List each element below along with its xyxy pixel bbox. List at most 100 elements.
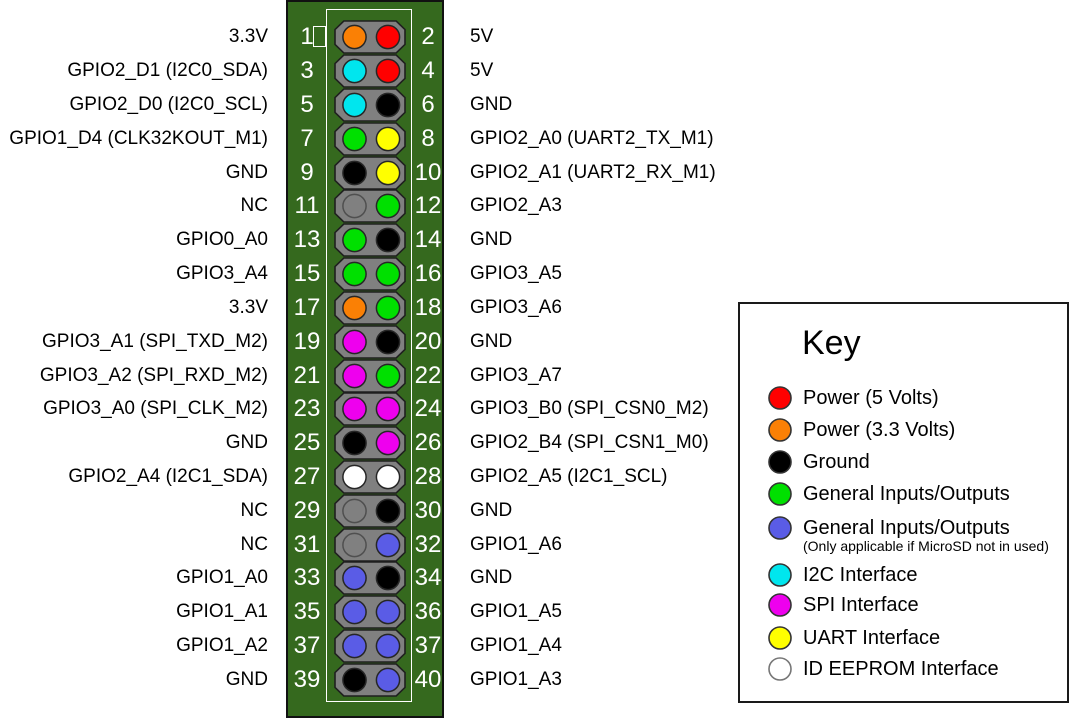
pin-label-right: GPIO3_A6 xyxy=(470,296,562,318)
pin-row: NC 31 32 GPIO1_A6 xyxy=(0,527,1073,562)
pin-hole-right xyxy=(375,430,401,456)
pin-hole-right xyxy=(375,261,401,287)
pin-pair xyxy=(334,426,406,460)
pin-hole-right xyxy=(375,464,401,490)
pin-hole-left xyxy=(342,667,367,693)
pin-label-left: 3.3V xyxy=(228,26,268,48)
pin-label-left: GPIO3_A0 (SPI_CLK_M2) xyxy=(43,398,268,420)
pin-hole-right xyxy=(375,498,401,524)
pin-hole-left xyxy=(342,599,367,625)
pin-pair xyxy=(334,189,406,224)
key-color-dot xyxy=(768,516,792,540)
pin-hole-right xyxy=(375,633,401,659)
pin-number-left: 1 xyxy=(300,23,314,51)
pin-label-right: GPIO2_A1 (UART2_RX_M1) xyxy=(470,161,716,183)
pin-number-right: 18 xyxy=(414,293,442,321)
pin-label-left: GND xyxy=(225,432,268,454)
pin-pair xyxy=(334,20,406,54)
pin-label-left: GPIO1_A2 xyxy=(176,635,268,657)
pin-hole-left xyxy=(342,160,367,185)
pin-row: GPIO2_D0 (I2C0_SCL) 5 6 GND xyxy=(0,88,1073,122)
key-item-label: I2C Interface xyxy=(803,564,918,586)
pin-number-right: 20 xyxy=(414,327,442,355)
pin-label-left: NC xyxy=(240,533,268,555)
key-item: Ground xyxy=(740,449,1067,475)
key-item-label: UART Interface xyxy=(803,627,941,649)
pin-hole-right xyxy=(375,295,401,321)
pin-number-right: 37 xyxy=(414,632,442,660)
pin-number-left: 27 xyxy=(293,462,321,490)
pin-number-right: 32 xyxy=(414,530,442,558)
pin-hole-left xyxy=(342,329,367,355)
pin-hole-right xyxy=(375,58,401,84)
pin-row: GPIO3_A1 (SPI_TXD_M2) 19 20 GND xyxy=(0,324,1073,359)
pin-number-left: 37 xyxy=(293,632,321,660)
pin-row: GPIO0_A0 13 14 GND xyxy=(0,223,1073,257)
pin-hole-left xyxy=(342,58,367,84)
pin-label-right: GPIO2_A0 (UART2_TX_M1) xyxy=(470,127,714,149)
pin-number-right: 30 xyxy=(414,496,442,524)
key-item-label: Power (3.3 Volts) xyxy=(803,419,956,441)
pin-pair xyxy=(334,54,406,88)
pin-pair xyxy=(334,358,406,393)
pin-label-right: GND xyxy=(470,567,513,589)
pin-label-left: GPIO2_D0 (I2C0_SCL) xyxy=(69,93,268,115)
key-item-label: General Inputs/Outputs xyxy=(803,483,1010,505)
pin-label-right: GND xyxy=(470,93,513,115)
pin-label-left: GND xyxy=(225,668,268,690)
pin-number-left: 19 xyxy=(293,327,321,355)
pin-pair xyxy=(334,561,406,596)
pin-hole-right xyxy=(375,227,401,253)
key-dot-circle xyxy=(768,516,792,540)
key-color-dot xyxy=(768,418,792,442)
pin-hole-right xyxy=(375,566,401,591)
pin-number-left: 17 xyxy=(293,293,321,321)
pin-hole-left xyxy=(342,24,367,50)
pin-label-left: 3.3V xyxy=(228,296,268,318)
key-item: UART Interface xyxy=(740,625,1067,651)
pin-label-left: GPIO2_D1 (I2C0_SDA) xyxy=(67,60,268,82)
key-color-dot xyxy=(768,386,792,410)
pin-label-right: GPIO3_A7 xyxy=(470,364,562,386)
header-outline xyxy=(326,9,412,702)
key-item-label: General Inputs/Outputs xyxy=(803,517,1010,539)
pin-number-left: 5 xyxy=(300,90,314,118)
pin-hole-left xyxy=(342,261,367,287)
key-item: Power (5 Volts) xyxy=(740,385,1067,411)
key-dot-circle xyxy=(768,482,792,506)
pin-label-right: GPIO2_A3 xyxy=(470,195,562,217)
pin-hole-left xyxy=(342,193,367,219)
pin-pair xyxy=(334,121,406,156)
pin-pair xyxy=(334,88,406,122)
pin-label-left: GPIO3_A4 xyxy=(176,263,268,284)
pin-row: GND 39 40 GPIO1_A3 xyxy=(0,663,1073,697)
pin-number-left: 15 xyxy=(293,260,321,287)
key-item: Power (3.3 Volts) xyxy=(740,417,1067,443)
pin-hole-left xyxy=(342,396,367,422)
key-dot-circle xyxy=(768,450,792,474)
pin-number-right: 40 xyxy=(414,665,442,693)
pin-hole-left xyxy=(342,227,367,253)
pin-row: GPIO1_A1 35 36 GPIO1_A5 xyxy=(0,595,1073,630)
pin-number-left: 3 xyxy=(300,57,314,85)
key-color-dot xyxy=(768,626,792,650)
pin-label-left: GPIO3_A2 (SPI_RXD_M2) xyxy=(39,364,268,386)
pin-row: GND 25 26 GPIO2_B4 (SPI_CSN1_M0) xyxy=(0,426,1073,460)
pin-number-left: 11 xyxy=(294,192,320,220)
key-item: General Inputs/Outputs (Only applicable … xyxy=(740,515,1067,554)
pin-row: 3.3V 17 18 GPIO3_A6 xyxy=(0,291,1073,325)
pin-row: GPIO2_A4 (I2C1_SDA) 27 28 GPIO2_A5 (I2C1… xyxy=(0,460,1073,494)
pin-label-right: GPIO1_A3 xyxy=(470,668,562,690)
pin-pair xyxy=(334,392,406,427)
key-dot-circle xyxy=(768,386,792,410)
pin-row: GPIO1_D4 (CLK32KOUT_M1) 7 8 GPIO2_A0 (UA… xyxy=(0,121,1073,156)
pin-hole-left xyxy=(342,126,367,152)
pin-number-right: 2 xyxy=(421,23,435,51)
pin-hole-left xyxy=(342,532,367,557)
pin-label-left: NC xyxy=(240,499,268,521)
pin-row: GPIO3_A2 (SPI_RXD_M2) 21 22 GPIO3_A7 xyxy=(0,358,1073,393)
pin-hole-right xyxy=(375,532,401,557)
pin-row: GND 9 10 GPIO2_A1 (UART2_RX_M1) xyxy=(0,155,1073,190)
pin-number-right: 34 xyxy=(414,564,442,592)
